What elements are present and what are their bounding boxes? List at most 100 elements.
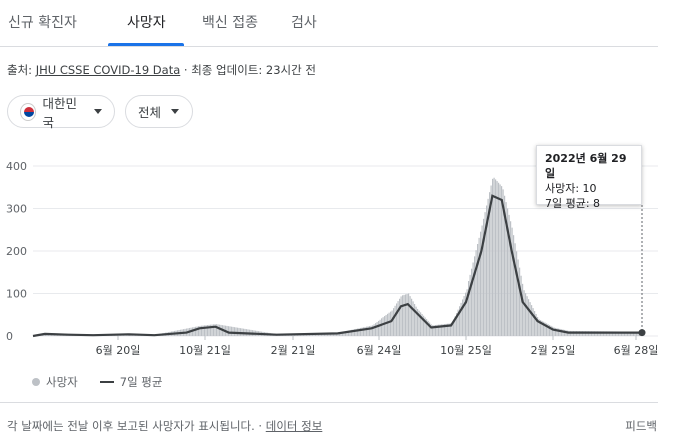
- deaths-bar: [622, 331, 624, 336]
- deaths-bar: [229, 326, 231, 336]
- legend-deaths: 사망자: [46, 375, 78, 389]
- deaths-bar: [397, 301, 399, 336]
- deaths-bar: [382, 317, 384, 336]
- deaths-bar: [495, 179, 497, 336]
- deaths-bar: [220, 324, 222, 336]
- x-tick-label: 6월 20일: [96, 343, 141, 357]
- deaths-bar: [237, 327, 239, 336]
- deaths-bar: [393, 308, 395, 336]
- chevron-down-icon: [171, 109, 180, 114]
- deaths-bar: [414, 304, 416, 336]
- deaths-chart[interactable]: 0 100 200 300 400 6월 20일 10월 21일 2월 21일 6월 24일 1…: [0, 145, 681, 370]
- deaths-bar: [514, 243, 516, 336]
- deaths-bar: [513, 235, 515, 336]
- deaths-bar: [465, 292, 467, 336]
- legend-average: 7일 평균: [119, 375, 163, 389]
- x-tick-label: 10월 25일: [440, 343, 492, 357]
- deaths-bar: [234, 327, 236, 336]
- deaths-bar: [388, 312, 390, 336]
- deaths-bar: [438, 324, 440, 336]
- deaths-bar: [499, 184, 501, 336]
- deaths-bar: [364, 326, 366, 336]
- deaths-bar: [381, 318, 383, 336]
- deaths-bar: [384, 316, 386, 336]
- deaths-bar: [559, 328, 561, 336]
- deaths-bar: [366, 326, 368, 336]
- country-select-label: 대한민국: [42, 95, 77, 130]
- deaths-bar: [549, 325, 551, 336]
- deaths-bar: [562, 329, 564, 336]
- deaths-bar: [451, 323, 453, 336]
- deaths-bar: [345, 331, 347, 336]
- deaths-bar: [379, 319, 381, 336]
- deaths-bar: [460, 302, 462, 336]
- deaths-bar: [375, 323, 377, 336]
- deaths-bar: [463, 296, 465, 336]
- deaths-bar: [519, 267, 521, 336]
- tooltip-date: 2022년 6월 29일: [545, 152, 627, 180]
- deaths-bar: [370, 325, 372, 336]
- deaths-bar: [408, 293, 410, 336]
- deaths-bar: [540, 320, 542, 336]
- deaths-bar: [385, 314, 387, 336]
- deaths-bar: [478, 237, 480, 336]
- deaths-bar: [201, 325, 203, 336]
- deaths-bar: [457, 309, 459, 336]
- deaths-bar: [351, 329, 353, 336]
- deaths-bar: [360, 327, 362, 336]
- deaths-bar: [235, 327, 237, 336]
- deaths-bar: [349, 330, 351, 336]
- deaths-bar: [558, 328, 560, 336]
- source-link[interactable]: JHU CSSE COVID-19 Data: [35, 63, 181, 77]
- deaths-bar: [529, 302, 531, 336]
- deaths-bar: [538, 319, 540, 336]
- feedback-link[interactable]: 피드백: [625, 419, 657, 433]
- deaths-bar: [445, 323, 447, 336]
- deaths-bar: [211, 324, 213, 336]
- tooltip-average: 7일 평균: 8: [545, 197, 601, 210]
- chevron-down-icon: [94, 109, 102, 114]
- deaths-bar: [423, 315, 425, 336]
- chart-legend: 사망자 7일 평균: [32, 374, 162, 390]
- deaths-bar: [417, 308, 419, 336]
- deaths-bar: [447, 323, 449, 336]
- deaths-bar: [526, 296, 528, 336]
- tab-bar: 신규 확진자 사망자 백신 접종 검사: [0, 0, 658, 47]
- deaths-bar: [516, 251, 518, 336]
- deaths-bar: [636, 331, 638, 336]
- x-tick-label: 10월 21일: [179, 343, 231, 357]
- seven-day-average-line: [32, 194, 642, 338]
- deaths-bar: [205, 325, 207, 336]
- deaths-bar: [210, 324, 212, 336]
- deaths-bar: [543, 321, 545, 336]
- country-select[interactable]: 대한민국: [7, 95, 115, 130]
- deaths-bar: [507, 208, 509, 336]
- deaths-bar: [195, 326, 197, 336]
- tab-new-cases[interactable]: 신규 확진자: [8, 15, 77, 31]
- deaths-bar: [372, 325, 374, 336]
- deaths-bar: [474, 256, 476, 336]
- deaths-bar: [228, 326, 230, 336]
- deaths-bar: [405, 294, 407, 336]
- deaths-bar: [490, 185, 492, 336]
- deaths-bar: [616, 331, 618, 336]
- tab-vaccination[interactable]: 백신 접종: [202, 15, 258, 31]
- deaths-bar: [420, 312, 422, 336]
- deaths-bar: [535, 314, 537, 336]
- y-tick-label: 100: [6, 288, 27, 301]
- deaths-bar: [477, 244, 479, 336]
- deaths-bar: [550, 325, 552, 336]
- deaths-bar: [346, 330, 348, 336]
- deaths-bar: [363, 327, 365, 336]
- tab-testing[interactable]: 검사: [291, 15, 317, 31]
- deaths-bar: [456, 313, 458, 336]
- deaths-bar: [352, 329, 354, 336]
- deaths-bar: [213, 324, 215, 336]
- tab-deaths[interactable]: 사망자: [127, 15, 166, 31]
- deaths-bar: [552, 326, 554, 336]
- deaths-bar: [354, 329, 356, 336]
- average-legend-swatch: [99, 381, 114, 383]
- region-select[interactable]: 전체: [125, 95, 193, 128]
- deaths-bar: [493, 177, 495, 336]
- data-info-link[interactable]: 데이터 정보: [265, 419, 323, 433]
